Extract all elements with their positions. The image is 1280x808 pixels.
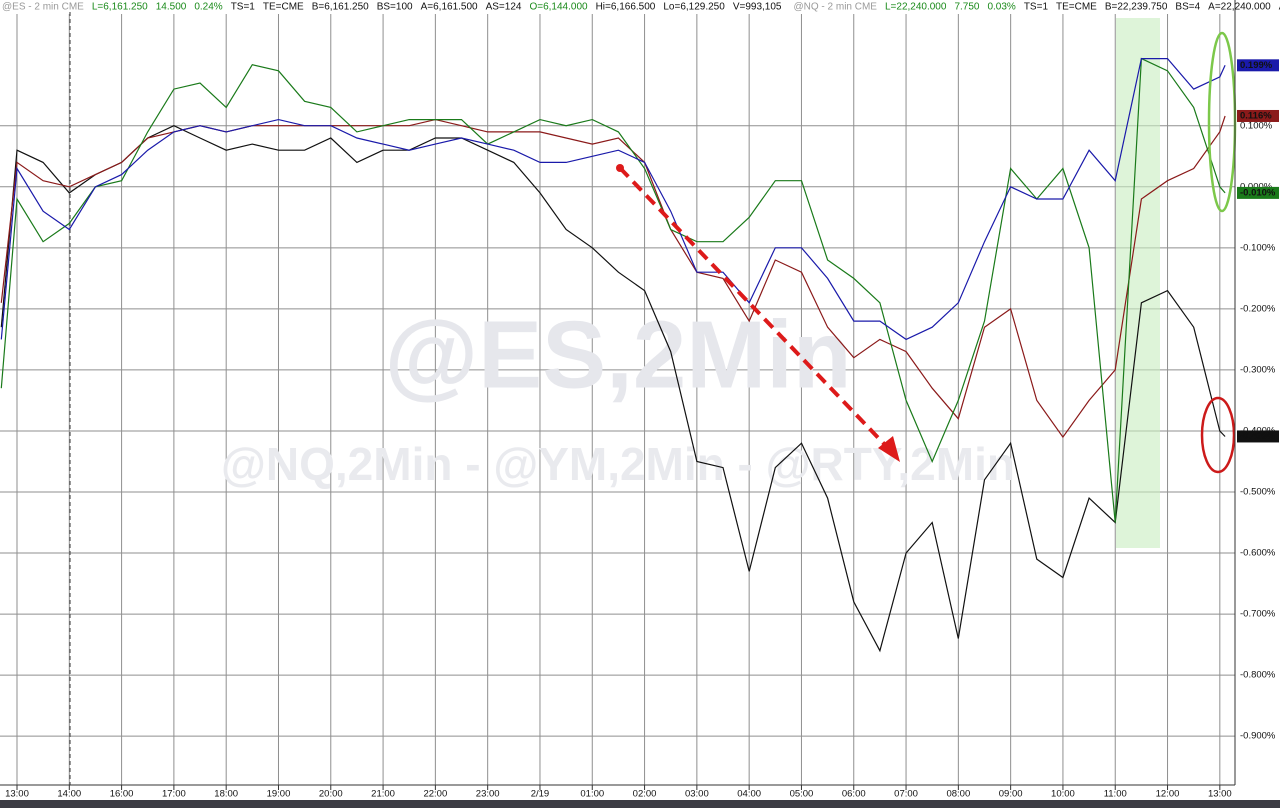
x-tick-label: 18:00 (214, 789, 238, 800)
header-item: AS= (1279, 2, 1280, 13)
end-label: -0.010% (1240, 187, 1276, 198)
watermarks: @ES,2Min @NQ,2Min - @YM,2Min - @RTY,2Min (221, 301, 1015, 490)
x-tick-label: 12:00 (1156, 789, 1180, 800)
x-tick-label: 11:00 (1104, 789, 1127, 800)
x-tick-label: 20:00 (319, 789, 343, 800)
header-item: BS=4 (1175, 2, 1200, 13)
header-item: @NQ - 2 min CME (793, 2, 877, 13)
x-tick-label: 13:00 (1208, 789, 1232, 800)
header-item: BS=100 (377, 2, 413, 13)
header-item: TS=1 (1024, 2, 1049, 13)
y-tick-label: -0.900% (1240, 731, 1276, 742)
header-item: 14.500 (156, 2, 187, 13)
bottom-bar (0, 800, 1280, 808)
trend-arrow (618, 166, 890, 450)
header-item: B=22,239.750 (1105, 2, 1168, 13)
header-item: TS=1 (231, 2, 256, 13)
x-tick-label: 2/19 (531, 789, 550, 800)
header-item: A=6,161.500 (421, 2, 478, 13)
highlight-band (1116, 18, 1160, 548)
x-tick-label: 19:00 (267, 789, 291, 800)
end-labels: -0.409% 0.116% -0.010% 0.199% (1237, 59, 1279, 443)
x-tick-label: 16:00 (110, 789, 134, 800)
x-tick-label: 07:00 (894, 789, 918, 800)
header-item: AS=124 (486, 2, 522, 13)
end-label-box (1237, 430, 1279, 443)
x-tick-label: 01:00 (580, 789, 604, 800)
y-tick-label: 0.100% (1240, 120, 1273, 131)
header-item: V=993,105 (733, 2, 782, 13)
end-label-box (1237, 186, 1279, 199)
x-tick-label: 10:00 (1051, 789, 1075, 800)
header-item: 0.24% (194, 2, 222, 13)
header-item: TE=CME (1056, 2, 1097, 13)
x-tick-label: 04:00 (737, 789, 761, 800)
end-label-box (1237, 109, 1279, 122)
header-item: B=6,161.250 (312, 2, 369, 13)
header-item: L=6,161.250 (92, 2, 148, 13)
header-item: 0.03% (987, 2, 1015, 13)
header-item: TE=CME (263, 2, 304, 13)
y-tick-label: -0.700% (1240, 609, 1276, 620)
y-tick-label: -0.600% (1240, 548, 1276, 559)
y-tick-label: -0.200% (1240, 303, 1276, 314)
header-item: Hi=6,166.500 (596, 2, 656, 13)
x-tick-label: 22:00 (423, 789, 447, 800)
end-label: -0.409% (1240, 431, 1276, 442)
y-axis-strip (1236, 0, 1280, 808)
arrow-head (878, 436, 900, 462)
arrow-start (616, 164, 624, 172)
x-tick-label: 13:00 (5, 789, 29, 800)
series-line (0, 125, 1226, 653)
watermark: @NQ,2Min - @YM,2Min - @RTY,2Min (221, 438, 1015, 490)
x-tick-label: 21:00 (371, 789, 395, 800)
lines (0, 57, 1226, 653)
end-label: 0.199% (1240, 60, 1273, 71)
x-tick-label: 14:00 (57, 789, 81, 800)
end-label: 0.116% (1240, 110, 1272, 121)
header-item: 7.750 (954, 2, 979, 13)
x-tick-label: 05:00 (790, 789, 814, 800)
header-item: Lo=6,129.250 (663, 2, 725, 13)
watermark: @ES,2Min (384, 301, 851, 408)
x-tick-label: 17:00 (162, 789, 186, 800)
red-ellipse (1200, 396, 1236, 474)
x-tick-label: 02:00 (633, 789, 657, 800)
x-tick-label: 06:00 (842, 789, 866, 800)
end-label-box (1237, 59, 1279, 72)
y-tick-label: -0.500% (1240, 487, 1276, 498)
header-item: O=6,144.000 (529, 2, 588, 13)
header-item: L=22,240.000 (885, 2, 947, 13)
x-tick-label: 09:00 (999, 789, 1023, 800)
x-tick-label: 03:00 (685, 789, 709, 800)
y-tick-label: -0.300% (1240, 364, 1276, 375)
y-tick-label: -0.100% (1240, 242, 1276, 253)
header: @ES - 2 min CME L=6,161.250 14.500 0.24% TS=… (2, 2, 1280, 13)
y-tick-label: 0.000% (1240, 181, 1273, 192)
annotations (616, 31, 1237, 474)
x-tick-label: 08:00 (946, 789, 970, 800)
series-line (0, 58, 1226, 341)
y-tick-label: -0.800% (1240, 670, 1276, 681)
header-item: A=22,240.000 (1208, 2, 1271, 13)
header-item: @ES - 2 min CME (2, 2, 84, 13)
x-tick-label: 23:00 (476, 789, 500, 800)
